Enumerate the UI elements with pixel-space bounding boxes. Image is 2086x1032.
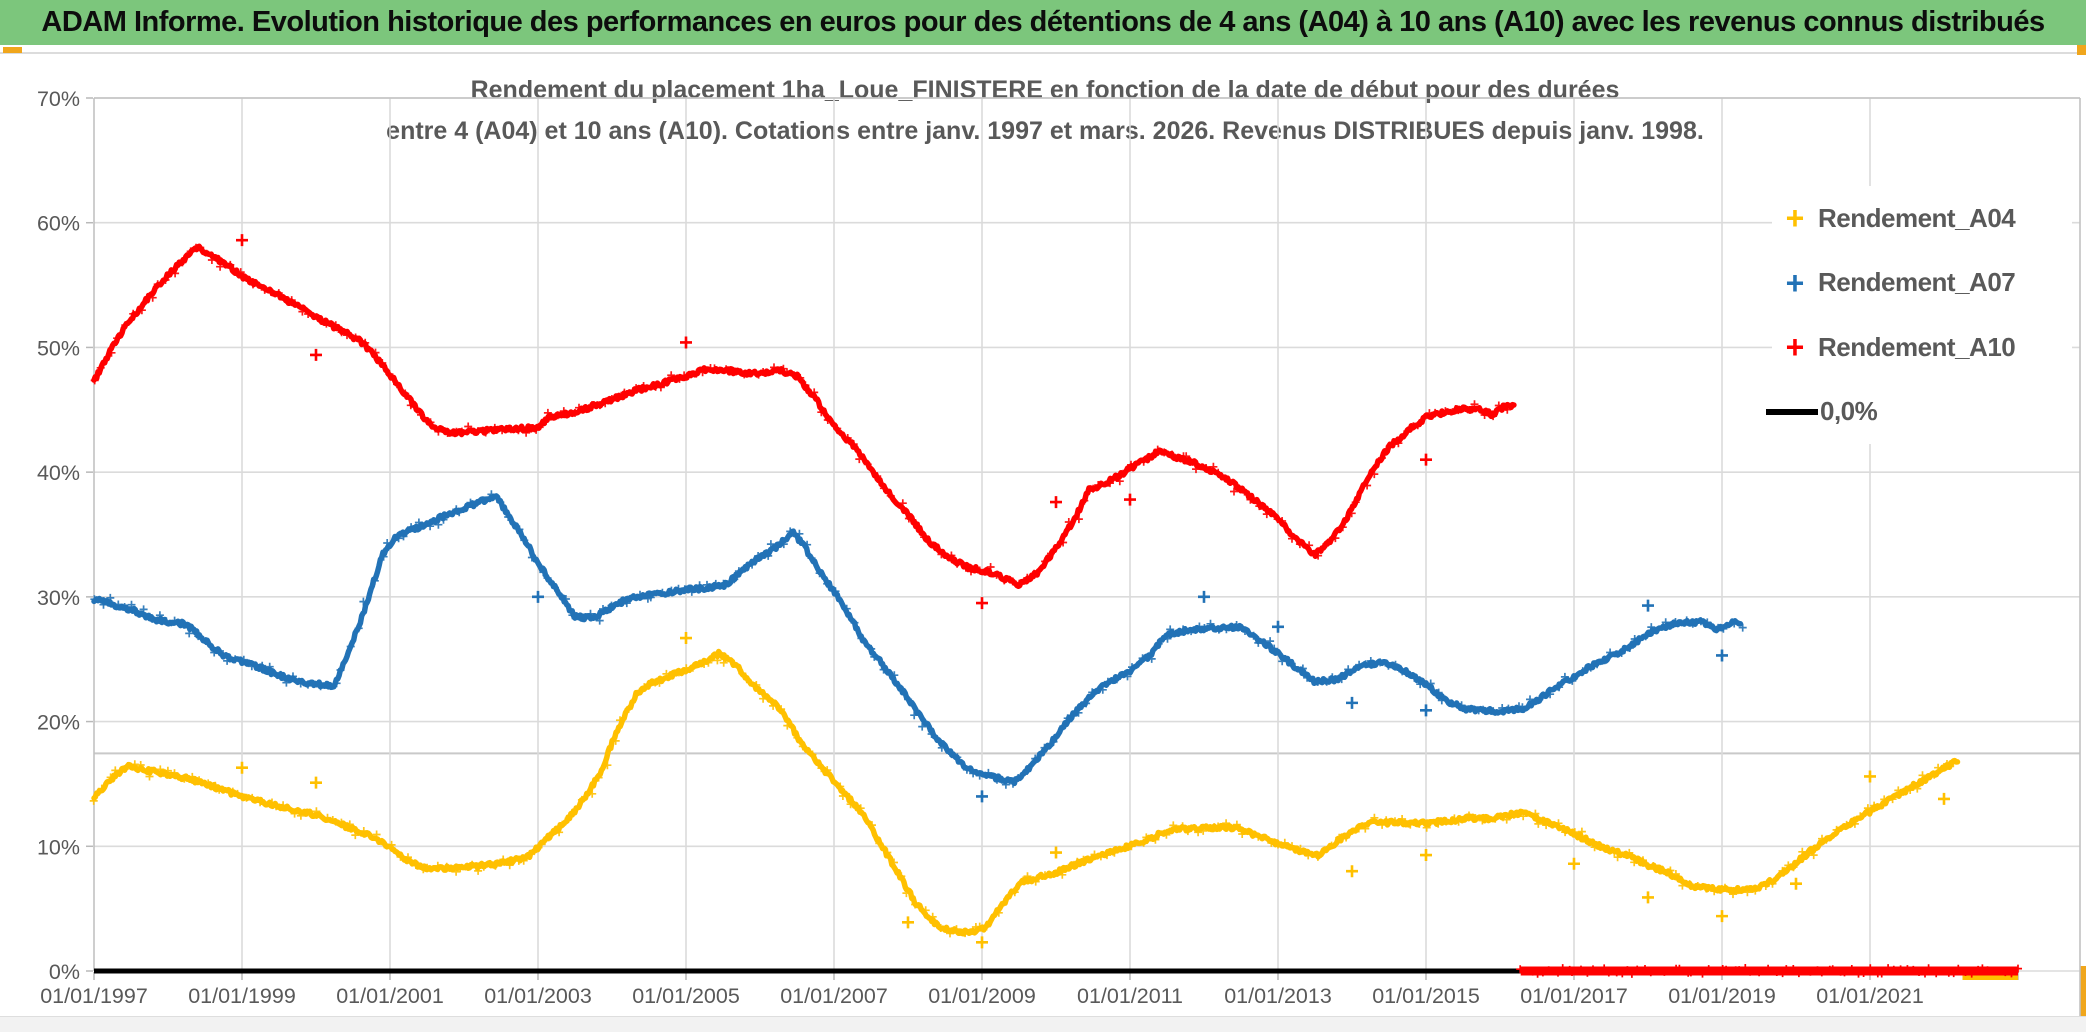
outlier-points [532,590,1728,803]
legend-item-rendement-a04: + Rendement_A04 [1772,190,2072,246]
chart-legend: + Rendement_A04 + Rendement_A07 + Rendem… [1766,186,2072,444]
y-axis-label: 40% [37,461,80,485]
header-divider [0,52,2086,54]
outlier-points [236,632,1950,949]
x-axis-label: 01/01/1999 [188,984,296,1008]
x-axis-label: 01/01/2007 [780,984,888,1008]
x-axis-label: 01/01/2017 [1520,984,1628,1008]
x-axis-label: 01/01/1997 [40,984,148,1008]
y-axis-label: 30% [37,586,80,610]
y-axis-label: 60% [37,212,80,236]
y-axis-label: 10% [37,835,80,859]
legend-label: 0,0% [1820,396,1878,427]
chart-title: Rendement du placement 1ha_Loue_FINISTER… [250,70,1840,152]
series-rendement-a07 [90,490,1747,803]
legend-label: Rendement_A10 [1818,331,2016,362]
y-axis-label: 0% [49,960,80,984]
legend-label: Rendement_A04 [1818,202,2016,233]
plus-marker-icon: + [1785,329,1805,366]
zero-line-swatch-icon [1766,408,1818,415]
series-rendement-a04 [89,632,2018,980]
legend-item-rendement-a10: + Rendement_A10 [1772,319,2072,375]
x-axis-label: 01/01/2005 [632,984,740,1008]
page-title: ADAM Informe. Evolution historique des p… [41,6,2045,38]
x-axis-label: 01/01/2001 [336,984,444,1008]
x-axis-label: 01/01/2013 [1224,984,1332,1008]
x-axis-label: 01/01/2019 [1668,984,1776,1008]
gold-accent-right-top [2077,45,2086,55]
y-axis-label: 50% [37,336,80,360]
legend-item-rendement-a07: + Rendement_A07 [1772,255,2072,311]
legend-item-zero-line: 0,0% [1766,384,2072,440]
y-axis-label: 70% [37,87,80,111]
legend-label: Rendement_A07 [1818,267,2016,298]
x-axis-label: 01/01/2011 [1077,984,1183,1008]
series-rendement-a10 [90,234,2022,978]
x-axis-label: 01/01/2021 [1816,984,1924,1008]
plus-marker-icon: + [1785,200,1805,236]
bottom-strip [0,1016,2086,1032]
outlier-points [236,234,1432,610]
x-axis-label: 01/01/2003 [484,984,592,1008]
header-bar: ADAM Informe. Evolution historique des p… [0,0,2086,45]
gold-accent-left [3,47,22,53]
y-axis-label: 20% [37,711,80,735]
x-axis-label: 01/01/2009 [928,984,1036,1008]
chart-title-line1: Rendement du placement 1ha_Loue_FINISTER… [470,76,1620,104]
chart-title-line2: entre 4 (A04) et 10 ans (A10). Cotations… [386,117,1704,145]
plus-marker-icon: + [1785,264,1805,301]
gold-accent-right-bottom [2080,966,2086,1031]
x-axis-label: 01/01/2015 [1372,984,1480,1008]
axes: 0% 10% 20% 30% 40% 50% 60% 70% 01/01/1997 01/01/1… [37,87,2019,1008]
